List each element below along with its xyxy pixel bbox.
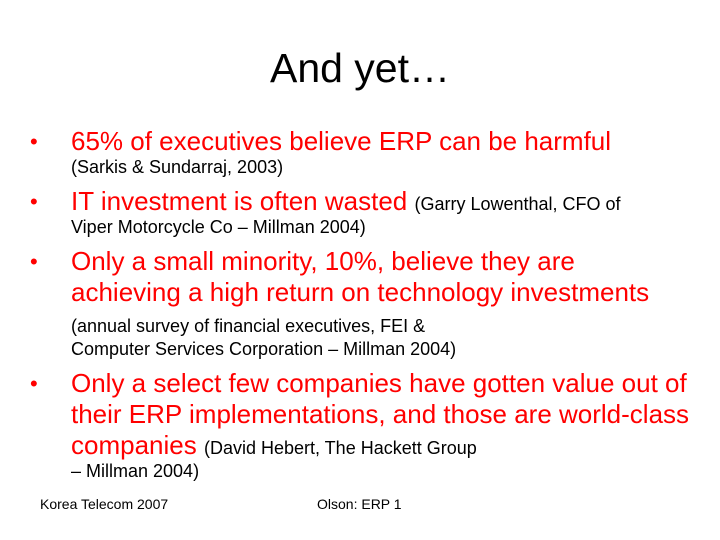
bullet-item: • 65% of executives believe ERP can be ha… [30,126,690,178]
bullet-item: • IT investment is often wasted (Garry Lo… [30,186,690,238]
bullet-marker: • [30,371,38,396]
bullet-marker: • [30,249,38,274]
bullet-citation-inline: (annual survey of financial executives, … [71,316,426,336]
bullet-list: • 65% of executives believe ERP can be ha… [30,126,690,490]
bullet-citation: (Sarkis & Sundarraj, 2003) [71,157,284,177]
bullet-text: Only a small minority, 10%, believe they… [71,246,650,307]
bullet-text: IT investment is often wasted [71,186,415,216]
bullet-citation: Viper Motorcycle Co – Millman 2004) [71,217,366,237]
bullet-item: • Only a small minority, 10%, believe the… [30,246,690,360]
bullet-text: Only a select few companies have gotten … [71,368,690,460]
bullet-citation-inline: (David Hebert, The Hackett Group [203,438,477,458]
bullet-text: 65% of executives believe ERP can be har… [71,126,612,156]
slide-title: And yet… [269,45,451,91]
bullet-marker: • [30,189,38,214]
bullet-citation: – Millman 2004) [71,461,200,481]
bullet-item: • Only a select few companies have gotten… [30,368,690,482]
footer-slide-label: Olson: ERP 1 [317,496,402,512]
bullet-marker: • [30,129,38,154]
footer-organization: Korea Telecom 2007 [40,496,169,512]
bullet-citation-inline: (Garry Lowenthal, CFO of [414,194,621,214]
bullet-citation: Computer Services Corporation – Millman … [71,339,457,359]
